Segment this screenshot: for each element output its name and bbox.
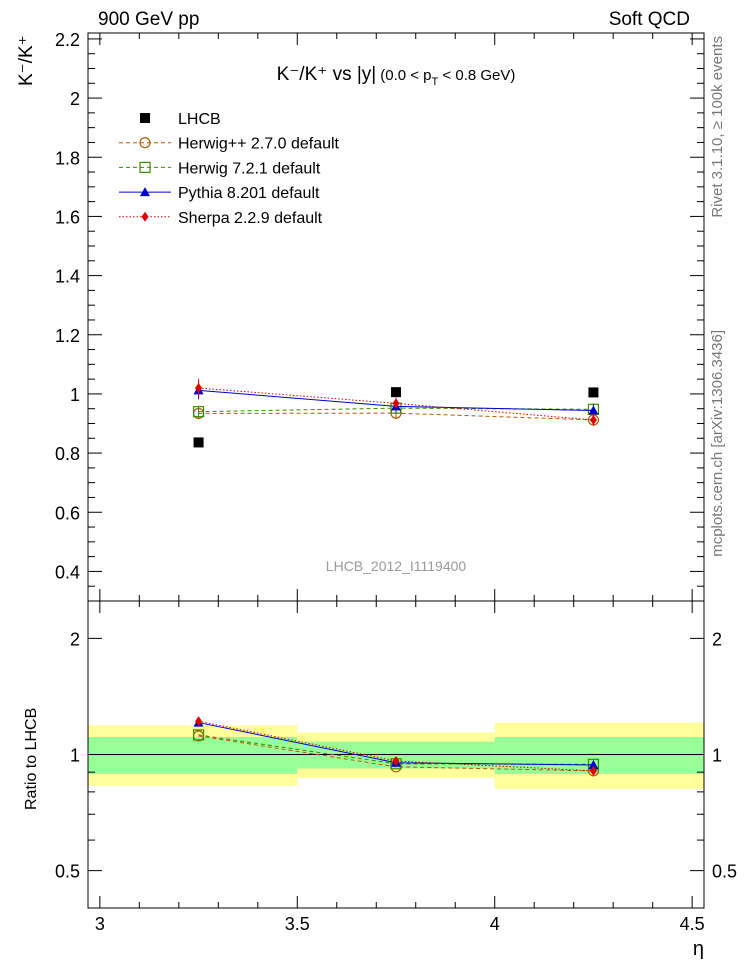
ratio-y-axis-label: Ratio to LHCB [23, 708, 40, 810]
y-axis-label: K⁻/K⁺ [16, 35, 37, 86]
ratio-y-tick-label-right: 1 [712, 746, 722, 766]
y-tick-label: 2.2 [55, 30, 80, 50]
y-tick-label: 0.8 [55, 444, 80, 464]
ratio-band-green [494, 737, 704, 775]
ratio-y-tick-label-right: 0.5 [712, 862, 737, 882]
legend-entry: Herwig 7.2.1 default [178, 160, 321, 177]
legend-marker [139, 137, 151, 149]
legend-entry: Pythia 8.201 default [178, 185, 320, 202]
y-tick-label: 1.2 [55, 326, 80, 346]
process-label: Soft QCD [609, 9, 690, 30]
ratio-point [392, 755, 400, 766]
y-tick-label: 1.8 [55, 148, 80, 168]
ratio-y-tick-label: 2 [70, 629, 80, 649]
ratio-y-tick-label-right: 2 [712, 629, 722, 649]
main-panel: 0.4 0.6 0.8 1 1.2 1.4 1.6 1.8 2 2.2 K⁻/K⁺ vs |y|(… [16, 30, 705, 602]
x-tick-label: 4.5 [680, 914, 705, 934]
ratio-point [588, 760, 599, 770]
main-point [195, 383, 203, 393]
main-point [391, 387, 401, 398]
legend: LHCB Herwig++ 2.7.0 default Herwig 7.2.1 d… [119, 111, 340, 227]
rivet-label: Rivet 3.1.10, ≥ 100k events [709, 36, 726, 218]
ratio-point [192, 729, 205, 741]
legend-entry: LHCB [178, 111, 221, 128]
main-point [192, 406, 205, 418]
title-cut-sub: T [432, 76, 439, 88]
y-tick-label: 1 [70, 385, 80, 405]
main-point [589, 414, 597, 425]
ratio-band-green [88, 737, 298, 775]
energy-label: 900 GeV pp [98, 9, 199, 30]
y-tick-label: 1.4 [55, 267, 80, 287]
ratio-y-tick-label: 1 [70, 746, 80, 766]
legend-entry: Herwig++ 2.7.0 default [178, 136, 340, 153]
ratio-point [589, 765, 597, 776]
legend-marker [140, 113, 150, 123]
main-point [193, 437, 204, 448]
ratio-frame [87, 600, 705, 909]
main-point [392, 398, 400, 409]
ratio-series-line [198, 735, 594, 772]
y-tick-label: 2 [70, 89, 80, 109]
legend-entry: Sherpa 2.2.9 default [178, 210, 323, 227]
x-tick-label: 4 [490, 914, 500, 934]
ratio-series-line [198, 720, 594, 772]
watermark: LHCB_2012_I1119400 [326, 558, 467, 574]
ratio-point [195, 716, 203, 727]
title-cut: (0.0 < p [380, 67, 431, 84]
y-tick-label: 1.6 [55, 207, 80, 227]
title-cut-end: < 0.8 GeV) [438, 67, 515, 84]
main-point [588, 405, 599, 415]
y-tick-label: 0.4 [55, 562, 80, 582]
x-tick-label: 3 [95, 914, 105, 934]
legend-marker [139, 161, 151, 173]
main-series-line [198, 387, 594, 421]
y-tick-label: 0.6 [55, 503, 80, 523]
source-label: mcplots.cern.ch [arXiv:1306.3436] [709, 330, 726, 557]
x-axis-label: η [693, 938, 704, 960]
main-title: K⁻/K⁺ vs |y| (0.0 < pT < 0.8 GeV) [277, 64, 516, 88]
x-tick-label: 3.5 [285, 914, 310, 934]
title-main: K⁻/K⁺ vs |y| [277, 64, 377, 85]
ratio-panel: 3 3.5 4 4.5 0.5 0.5 1 1 2 2 Ratio to LHCB η [23, 600, 737, 960]
legend-marker [141, 211, 149, 222]
legend-marker [140, 187, 150, 197]
main-point [588, 387, 599, 398]
ratio-y-tick-label: 0.5 [55, 862, 80, 882]
